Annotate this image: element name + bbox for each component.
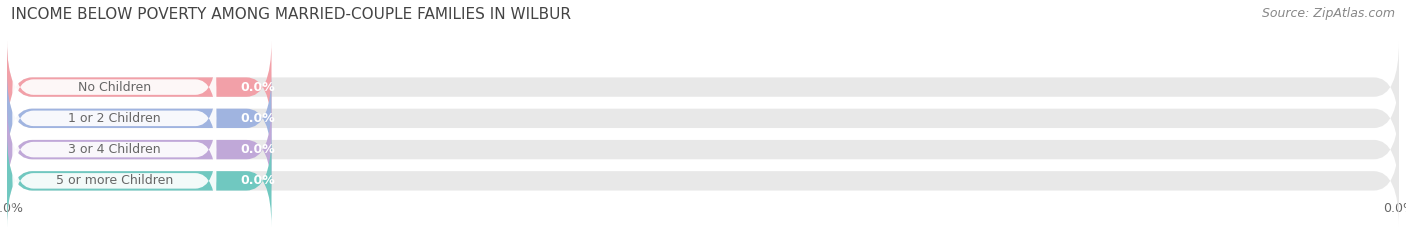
Text: 0.0%: 0.0% xyxy=(240,81,276,94)
FancyBboxPatch shape xyxy=(13,110,217,189)
Text: 3 or 4 Children: 3 or 4 Children xyxy=(67,143,160,156)
FancyBboxPatch shape xyxy=(13,142,217,220)
FancyBboxPatch shape xyxy=(7,134,1399,227)
Text: 5 or more Children: 5 or more Children xyxy=(56,174,173,187)
Text: 0.0%: 0.0% xyxy=(240,112,276,125)
Text: 0.0%: 0.0% xyxy=(240,143,276,156)
Text: No Children: No Children xyxy=(77,81,150,94)
FancyBboxPatch shape xyxy=(13,48,217,126)
FancyBboxPatch shape xyxy=(7,72,271,165)
Text: Source: ZipAtlas.com: Source: ZipAtlas.com xyxy=(1261,7,1395,20)
FancyBboxPatch shape xyxy=(7,41,271,134)
FancyBboxPatch shape xyxy=(7,103,271,196)
FancyBboxPatch shape xyxy=(7,72,1399,165)
Text: 1 or 2 Children: 1 or 2 Children xyxy=(67,112,160,125)
FancyBboxPatch shape xyxy=(7,134,271,227)
FancyBboxPatch shape xyxy=(7,103,1399,196)
Text: 0.0%: 0.0% xyxy=(240,174,276,187)
Text: INCOME BELOW POVERTY AMONG MARRIED-COUPLE FAMILIES IN WILBUR: INCOME BELOW POVERTY AMONG MARRIED-COUPL… xyxy=(11,7,571,22)
FancyBboxPatch shape xyxy=(13,79,217,158)
FancyBboxPatch shape xyxy=(7,41,1399,134)
